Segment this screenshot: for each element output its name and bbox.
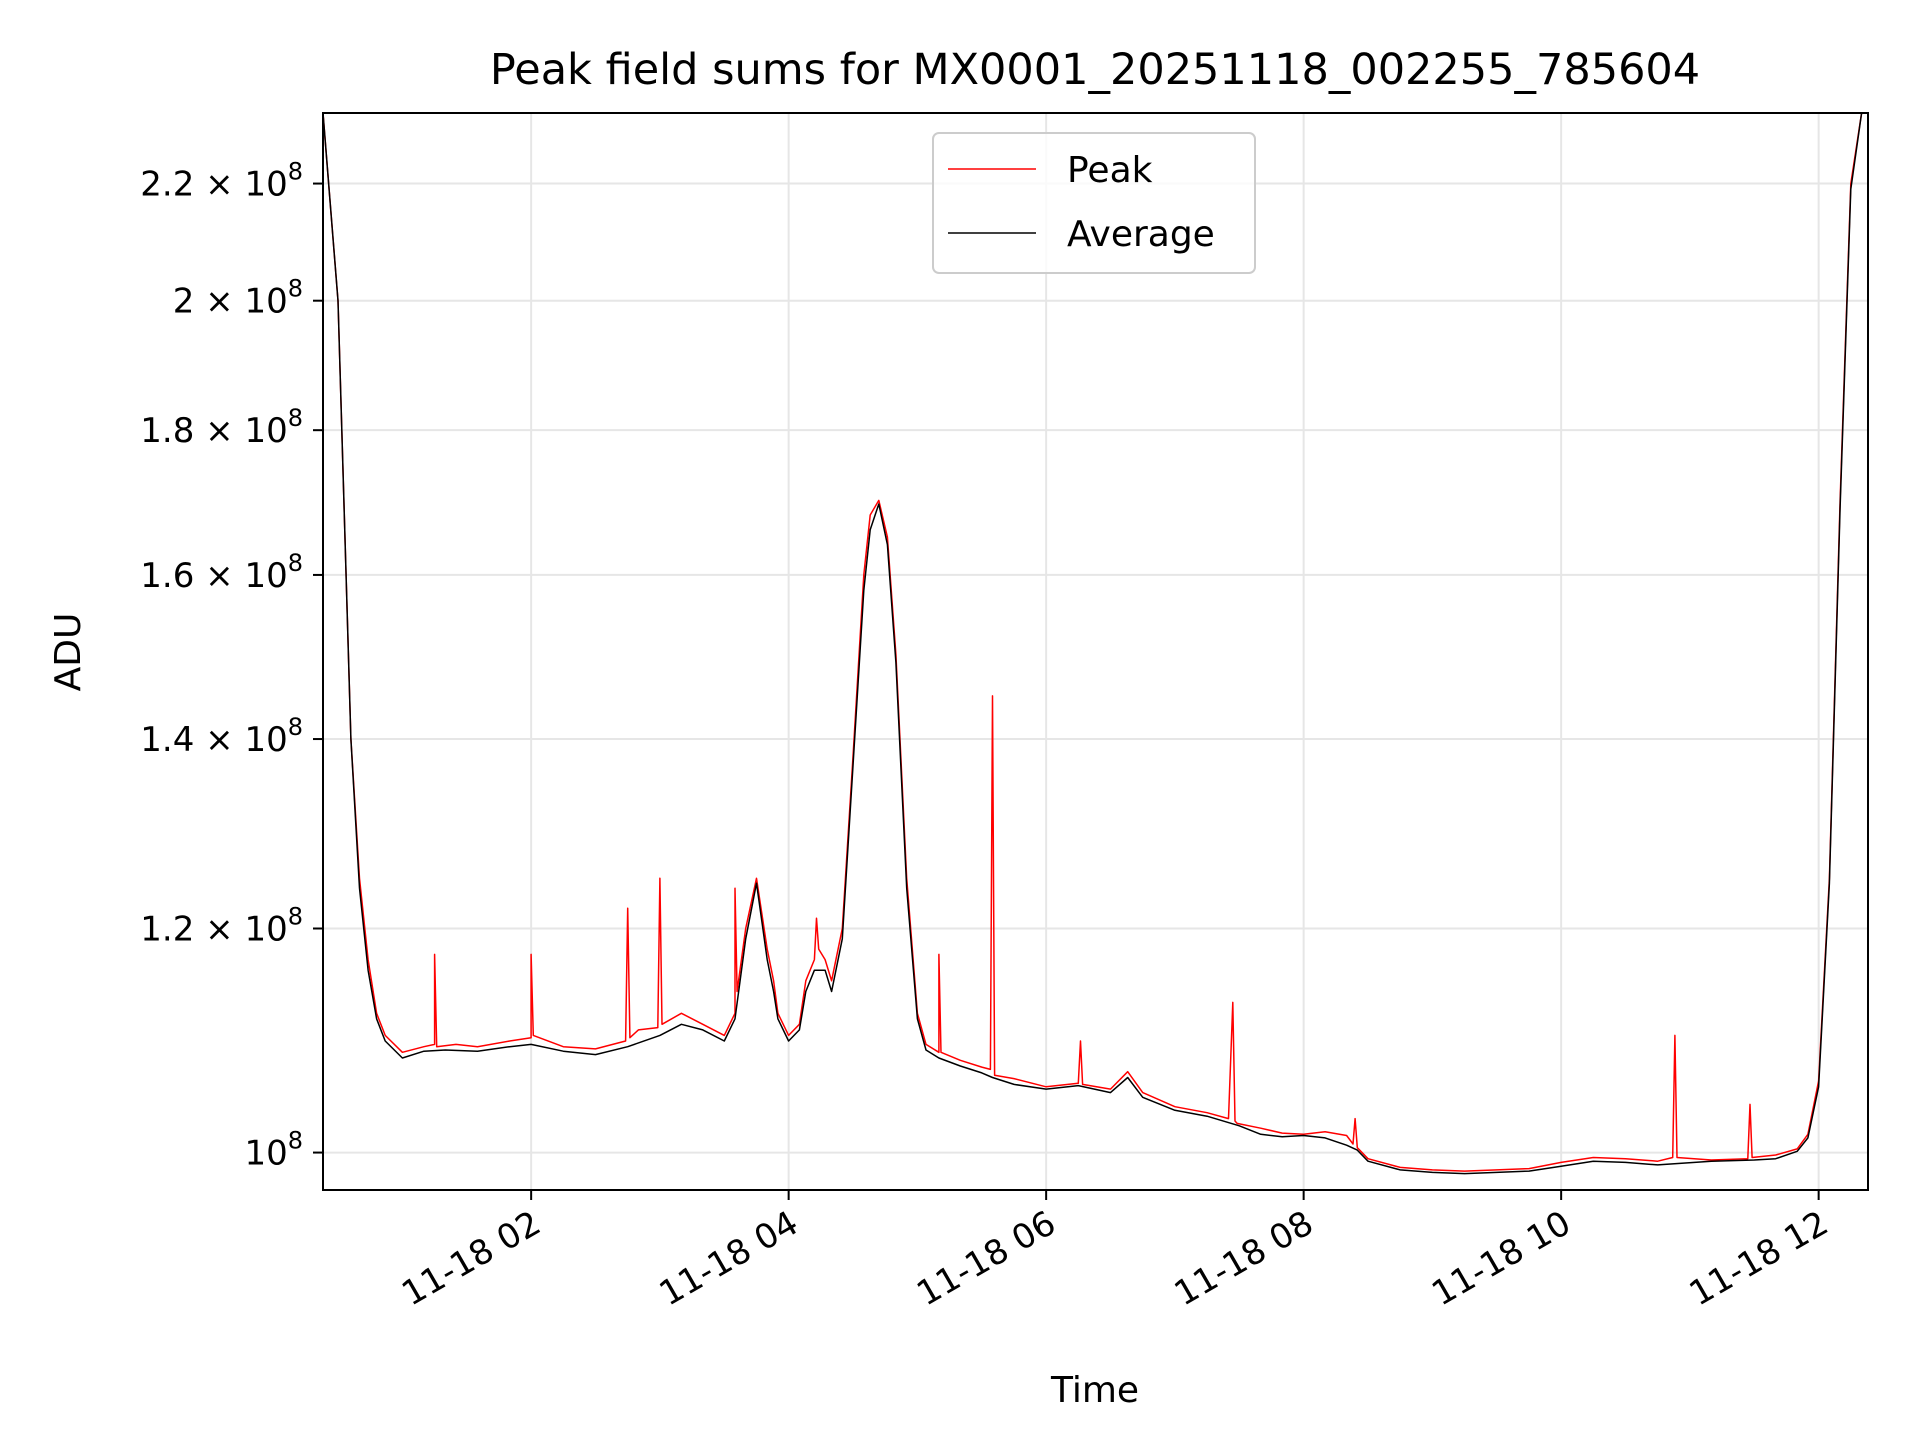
- chart-title: Peak field sums for MX0001_20251118_0022…: [490, 45, 1700, 95]
- series-line-peak: [323, 113, 1863, 1172]
- series-layer: [323, 113, 1863, 1175]
- y-tick-label: 1.2 × 108: [140, 902, 303, 949]
- series-line-average: [323, 113, 1863, 1175]
- plot-frame: [322, 112, 1869, 1191]
- legend-label-average: Average: [1067, 214, 1215, 255]
- y-tick-label: 1.6 × 108: [140, 549, 303, 596]
- y-tick-label: 1.4 × 108: [140, 713, 303, 760]
- y-tick-label: 2 × 108: [173, 275, 303, 322]
- y-tick-label: 2.2 × 108: [140, 158, 303, 205]
- y-axis-label: ADU: [48, 613, 89, 692]
- legend-label-peak: Peak: [1067, 150, 1153, 191]
- legend-box: [932, 132, 1256, 274]
- y-axis-ticks: 108 1.2 × 108 1.4 × 108 1.6 × 108 1.8 × 108 2…: [140, 158, 323, 1174]
- x-axis-label: Time: [1050, 1370, 1139, 1411]
- grid: [323, 113, 1868, 1190]
- legend: Peak Average: [932, 132, 1256, 274]
- y-tick-label: 1.8 × 108: [140, 404, 303, 451]
- y-tick-label: 108: [244, 1127, 303, 1174]
